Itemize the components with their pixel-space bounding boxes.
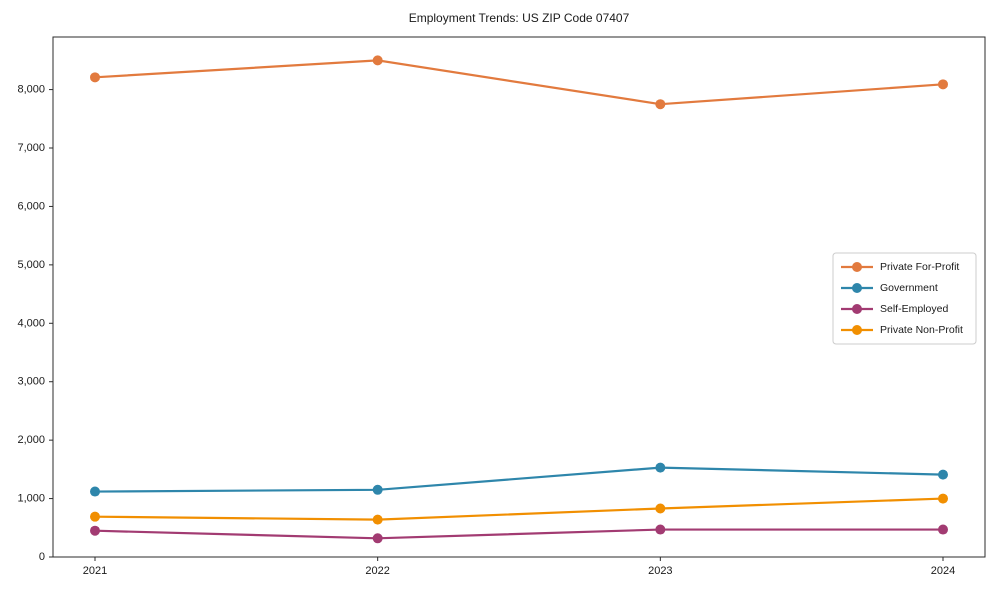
data-point-marker [372,514,383,525]
data-point-marker [372,484,383,495]
data-point-marker [372,533,383,544]
series-line [94,497,944,521]
y-tick-label: 0 [39,551,45,563]
legend-label: Private For-Profit [880,261,959,273]
data-point-marker [655,524,666,535]
data-point-marker [372,55,383,66]
data-point-marker [90,525,100,536]
legend-marker-dot [852,262,862,272]
y-tick-label: 5,000 [17,259,45,271]
legend-label: Government [880,282,938,294]
legend-marker-dot [852,325,862,335]
data-point-marker [90,72,100,83]
data-point-marker [655,462,666,473]
series-line [94,59,944,106]
data-point-marker [938,493,948,504]
legend-marker-dot [852,304,862,314]
series-line [94,528,943,540]
y-tick-label: 8,000 [17,84,45,96]
y-tick-label: 1,000 [17,493,45,505]
y-tick-label: 3,000 [17,376,45,388]
plot-border [52,36,986,558]
data-point-marker [938,469,948,480]
data-point-marker [938,79,948,90]
chart-title: Employment Trends: US ZIP Code 07407 [408,11,630,25]
x-tick-label: 2021 [83,565,107,577]
y-tick-label: 7,000 [17,142,45,154]
y-tick-label: 4,000 [17,317,45,329]
legend-box [832,252,977,345]
legend-marker-dot [852,283,862,293]
legend-label: Self-Employed [880,303,948,315]
data-point-marker [90,511,100,522]
data-point-marker [938,524,948,535]
y-tick-label: 2,000 [17,434,45,446]
legend-label: Private Non-Profit [880,324,963,336]
series-line [94,466,944,493]
x-tick-label: 2022 [365,565,389,577]
data-point-marker [655,503,666,514]
y-tick-label: 6,000 [17,200,45,212]
x-tick-label: 2024 [931,565,955,577]
x-tick-label: 2023 [648,565,672,577]
data-point-marker [655,99,666,110]
data-point-marker [90,486,100,497]
